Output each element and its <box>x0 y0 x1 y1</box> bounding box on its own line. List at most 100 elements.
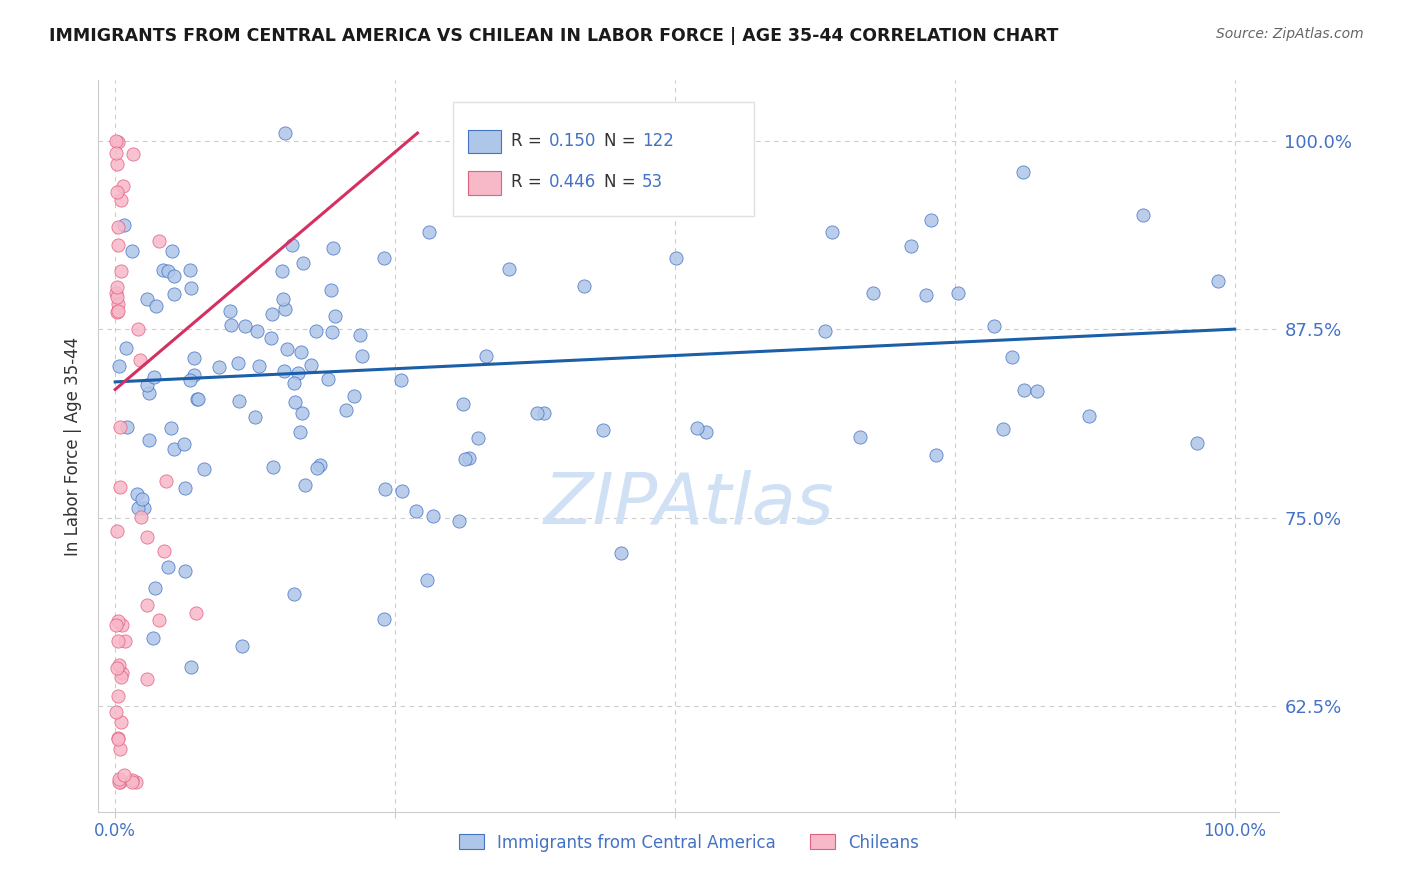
Point <box>233 319 256 334</box>
Point <box>321 326 343 340</box>
Point <box>155 474 177 488</box>
Point <box>163 268 186 283</box>
Point <box>900 239 922 253</box>
Point <box>104 285 127 300</box>
Point <box>184 606 207 620</box>
Point <box>474 349 496 363</box>
Point <box>157 263 180 277</box>
Point <box>457 450 479 465</box>
Point <box>180 660 202 674</box>
Point <box>105 157 128 171</box>
Point <box>127 501 149 516</box>
Point <box>405 504 427 518</box>
Point <box>309 458 332 472</box>
Point <box>193 462 215 476</box>
Point <box>451 396 474 410</box>
Point <box>115 341 138 355</box>
Point <box>219 304 242 318</box>
Point <box>179 263 201 277</box>
Point <box>104 618 127 632</box>
Point <box>186 392 208 406</box>
Point <box>349 327 371 342</box>
Point <box>131 491 153 506</box>
Point <box>107 634 129 648</box>
Point <box>156 560 179 574</box>
Point <box>274 302 297 317</box>
Point <box>373 612 395 626</box>
Text: IMMIGRANTS FROM CENTRAL AMERICA VS CHILEAN IN LABOR FORCE | AGE 35-44 CORRELATIO: IMMIGRANTS FROM CENTRAL AMERICA VS CHILE… <box>49 27 1059 45</box>
Point <box>104 145 127 160</box>
Point <box>136 598 159 612</box>
Point <box>108 772 131 787</box>
Point <box>111 666 134 681</box>
Point <box>104 134 127 148</box>
Point <box>110 194 132 208</box>
Point <box>231 639 253 653</box>
Point <box>221 318 243 333</box>
Point <box>983 318 1005 333</box>
Point <box>112 768 135 782</box>
Point <box>323 309 346 323</box>
Point <box>104 705 127 719</box>
Point <box>305 460 328 475</box>
Point <box>183 368 205 382</box>
Point <box>270 264 292 278</box>
Point <box>287 366 309 380</box>
Point <box>1011 165 1033 179</box>
Point <box>127 487 149 501</box>
Point <box>849 430 872 444</box>
Point <box>110 264 132 278</box>
Point <box>291 407 314 421</box>
Point <box>163 442 186 456</box>
Point <box>105 524 128 538</box>
Point <box>110 774 132 789</box>
Point <box>208 360 231 375</box>
Text: Source: ZipAtlas.com: Source: ZipAtlas.com <box>1216 27 1364 41</box>
Point <box>1206 274 1229 288</box>
Point <box>148 613 170 627</box>
Point <box>173 437 195 451</box>
Point <box>143 369 166 384</box>
Point <box>862 285 884 300</box>
Point <box>136 530 159 544</box>
Point <box>281 237 304 252</box>
Point <box>129 510 152 524</box>
Point <box>1026 384 1049 398</box>
Point <box>107 615 129 629</box>
Point <box>342 389 364 403</box>
Point <box>695 425 717 440</box>
Point <box>107 774 129 789</box>
Point <box>108 741 131 756</box>
Point <box>290 345 312 359</box>
Point <box>572 278 595 293</box>
Point <box>136 292 159 306</box>
Point <box>138 385 160 400</box>
Point <box>136 378 159 392</box>
Point <box>110 670 132 684</box>
Point <box>127 322 149 336</box>
Point <box>335 402 357 417</box>
Point <box>142 632 165 646</box>
Point <box>283 395 305 409</box>
Point <box>454 451 477 466</box>
Point <box>294 478 316 492</box>
Point <box>243 410 266 425</box>
Point <box>108 359 131 373</box>
Text: 0.150: 0.150 <box>548 132 596 150</box>
Point <box>1077 409 1099 424</box>
Point <box>416 573 439 587</box>
Point <box>107 304 129 318</box>
FancyBboxPatch shape <box>468 129 501 153</box>
Text: N =: N = <box>605 173 641 191</box>
Point <box>108 420 131 434</box>
Point <box>121 244 143 259</box>
FancyBboxPatch shape <box>453 103 754 216</box>
Point <box>107 731 129 745</box>
Point <box>299 359 322 373</box>
Point <box>418 225 440 239</box>
Point <box>114 634 136 648</box>
Point <box>107 238 129 252</box>
Point <box>174 564 197 578</box>
Point <box>121 147 143 161</box>
Point <box>374 482 396 496</box>
